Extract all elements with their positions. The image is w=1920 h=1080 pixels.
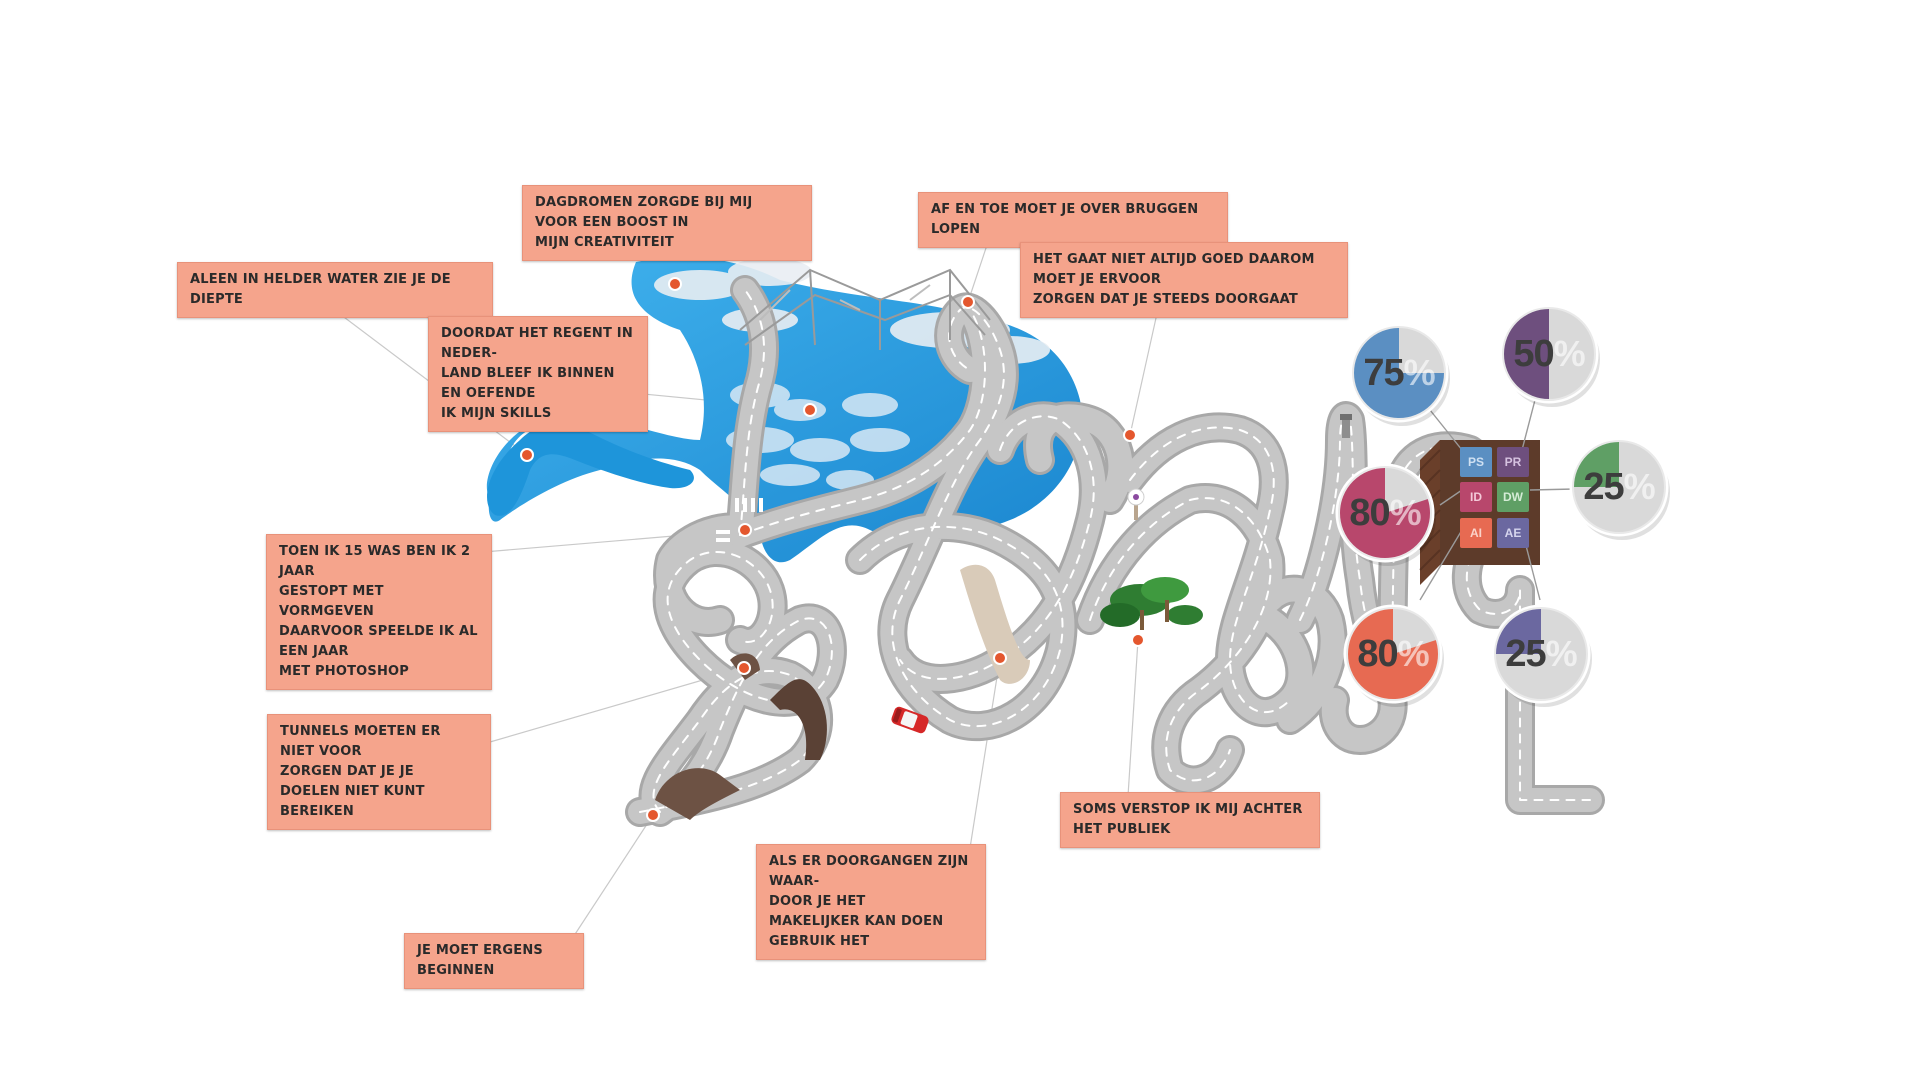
marker-tunnels: [737, 661, 751, 675]
label-bruggen: AF EN TOE MOET JE OVER BRUGGEN LOPEN: [918, 192, 1228, 248]
skill-tile-ae: AE: [1497, 518, 1529, 548]
gauge-ps-value: 75: [1363, 351, 1404, 394]
gauge-ps: 75%: [1350, 324, 1448, 422]
skill-tile-ai: AI: [1460, 518, 1492, 548]
gauge-sector-dw: [1573, 441, 1619, 487]
gauge-rim-ae: [1494, 607, 1588, 701]
gauge-rim-pr: [1502, 307, 1596, 401]
gauge-ai-text: 80%: [1344, 605, 1442, 703]
gauge-ae-text: 25%: [1492, 605, 1590, 703]
marker-doorgaat: [1123, 428, 1137, 442]
lake-river: [487, 423, 694, 516]
gauge-sector-id: [1339, 467, 1432, 560]
label-vijftien: TOEN IK 15 WAS BEN IK 2 JAAR GESTOPT MET…: [266, 534, 492, 690]
gauge-sector-ai: [1347, 608, 1440, 701]
gauge-sector-ae: [1495, 608, 1541, 654]
gauge-id: 80%: [1336, 464, 1434, 562]
leader-line-doorgaat: [1129, 299, 1161, 436]
signpost: [1127, 488, 1145, 520]
marker-vijftien: [738, 523, 752, 537]
passage-ramp: [960, 564, 1030, 684]
marker-publiek: [1131, 633, 1145, 647]
marker-regent: [803, 403, 817, 417]
marker-dagdromen: [668, 277, 682, 291]
gauge-ae-value: 25: [1505, 632, 1546, 675]
gauge-pr-value: 50: [1513, 332, 1554, 375]
label-publiek: SOMS VERSTOP IK MIJ ACHTER HET PUBLIEK: [1060, 792, 1320, 848]
label-beginnen: JE MOET ERGENS BEGINNEN: [404, 933, 584, 989]
car-icon: [891, 706, 929, 734]
leader-line-beginnen: [565, 814, 654, 949]
bridge: [739, 268, 991, 350]
gauge-dw-value: 25: [1583, 465, 1624, 508]
gauge-dw-pct: %: [1623, 466, 1656, 507]
gauge-pr: 50%: [1500, 305, 1598, 403]
marker-bruggen: [961, 295, 975, 309]
leader-line-publiek: [1127, 639, 1139, 797]
gauge-id-value: 80: [1349, 491, 1390, 534]
label-regent: DOORDAT HET REGENT IN NEDER- LAND BLEEF …: [428, 316, 648, 432]
label-water: ALEEN IN HELDER WATER ZIE JE DE DIEPTE: [177, 262, 493, 318]
lighthouse-icon: [1340, 414, 1352, 438]
skill-tile-ps: PS: [1460, 447, 1492, 477]
trees: [1100, 577, 1203, 630]
skill-tile-pr: PR: [1497, 447, 1529, 477]
marker-doorgangen: [993, 651, 1007, 665]
gauge-rim-ai: [1346, 607, 1440, 701]
gauge-rim-dw: [1572, 440, 1666, 534]
skill-tile-id: ID: [1460, 482, 1492, 512]
crosswalk: [716, 498, 763, 542]
label-dagdromen: DAGDROMEN ZORGDE BIJ MIJ VOOR EEN BOOST …: [522, 185, 812, 261]
label-doorgaat: HET GAAT NIET ALTIJD GOED DAAROM MOET JE…: [1020, 242, 1348, 318]
gauge-pr-pct: %: [1553, 333, 1586, 374]
marker-beginnen: [646, 808, 660, 822]
tunnel-lower: [655, 768, 740, 820]
gauge-id-text: 80%: [1336, 464, 1434, 562]
tunnel-arch: [770, 679, 827, 760]
gauge-rim-id: [1338, 466, 1432, 560]
gauge-dw-text: 25%: [1570, 438, 1668, 536]
marker-water: [520, 448, 534, 462]
gauge-ps-pct: %: [1403, 352, 1436, 393]
label-doorgangen: ALS ER DOORGANGEN ZIJN WAAR- DOOR JE HET…: [756, 844, 986, 960]
gauge-rim-ps: [1352, 326, 1446, 420]
gauge-dw: 25%: [1570, 438, 1668, 536]
gauge-ae-pct: %: [1545, 633, 1578, 674]
gauge-sector-pr: [1503, 308, 1549, 400]
skill-tile-dw: DW: [1497, 482, 1529, 512]
markers: [520, 277, 1145, 822]
label-tunnels: TUNNELS MOETEN ER NIET VOOR ZORGEN DAT J…: [267, 714, 491, 830]
gauge-id-pct: %: [1389, 492, 1422, 533]
gauge-ps-text: 75%: [1350, 324, 1448, 422]
gauge-ai: 80%: [1344, 605, 1442, 703]
gauge-ai-pct: %: [1397, 633, 1430, 674]
gauge-ae: 25%: [1492, 605, 1590, 703]
gauge-sector-ps: [1353, 327, 1445, 419]
leader-line-doorgangen: [969, 657, 1001, 849]
gauge-layer: [1335, 304, 1670, 707]
gauge-ai-value: 80: [1357, 632, 1398, 675]
gauge-pr-text: 50%: [1500, 305, 1598, 403]
